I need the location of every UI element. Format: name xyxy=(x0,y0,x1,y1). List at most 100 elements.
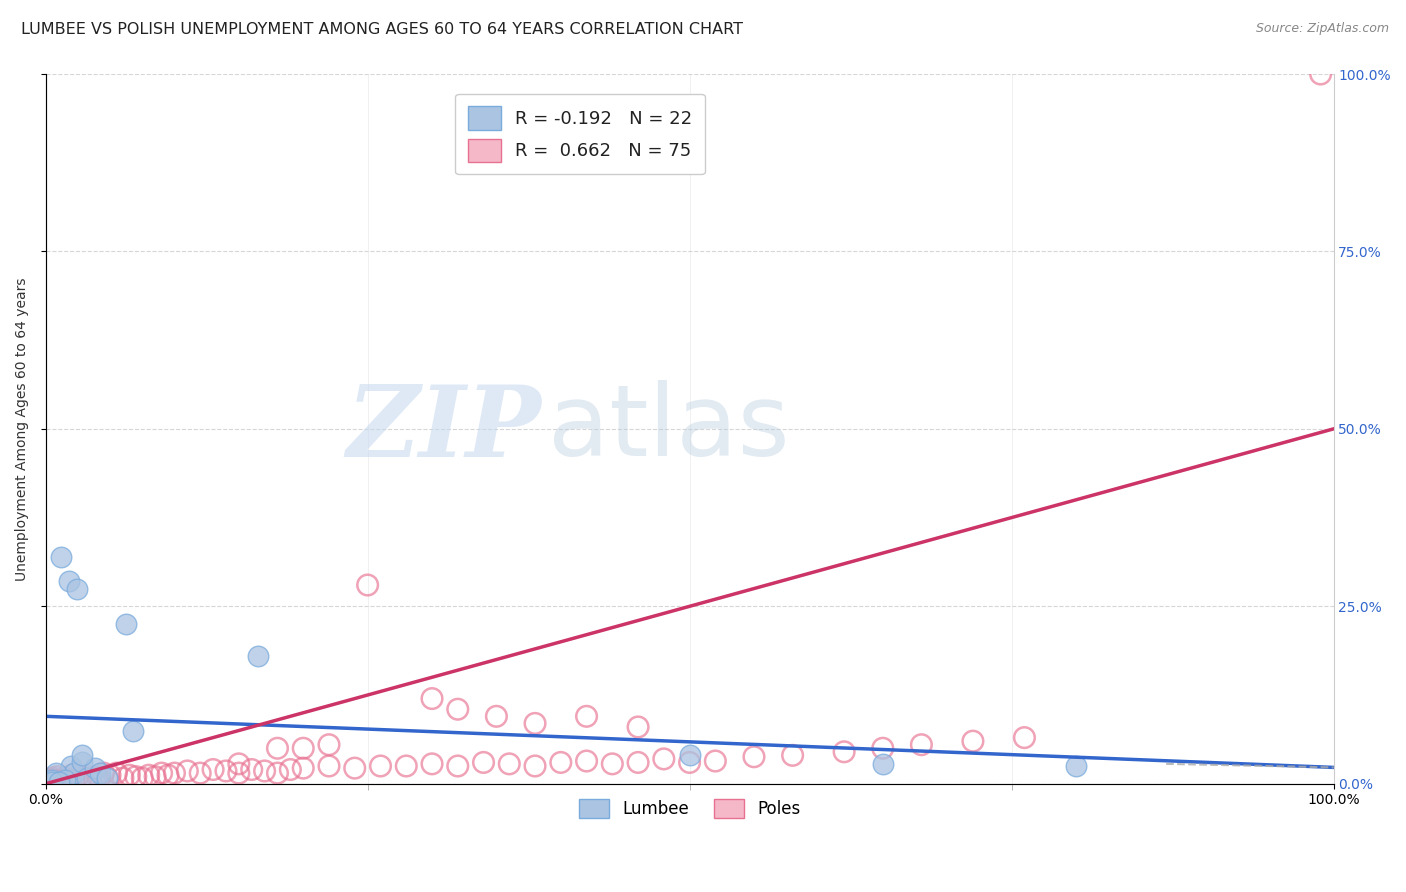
Point xyxy=(66,770,89,784)
Point xyxy=(228,766,250,780)
Point xyxy=(575,754,598,768)
Point xyxy=(215,764,238,778)
Point xyxy=(60,768,83,782)
Text: Source: ZipAtlas.com: Source: ZipAtlas.com xyxy=(1256,22,1389,36)
Point xyxy=(176,764,198,778)
Point xyxy=(76,770,98,784)
Point xyxy=(125,770,148,784)
Point xyxy=(80,771,103,785)
Point xyxy=(910,738,932,752)
Point xyxy=(524,759,547,773)
Point xyxy=(122,723,145,738)
Y-axis label: Unemployment Among Ages 60 to 64 years: Unemployment Among Ages 60 to 64 years xyxy=(15,277,30,581)
Point xyxy=(228,756,250,771)
Point xyxy=(782,748,804,763)
Point xyxy=(73,773,96,788)
Point xyxy=(93,766,115,780)
Point xyxy=(498,756,520,771)
Point xyxy=(49,773,72,788)
Point xyxy=(575,709,598,723)
Point xyxy=(356,578,378,592)
Point xyxy=(524,716,547,731)
Point xyxy=(872,741,894,756)
Point xyxy=(46,770,69,784)
Point xyxy=(143,770,166,784)
Point xyxy=(86,770,108,784)
Point xyxy=(280,763,302,777)
Point xyxy=(53,773,76,788)
Point xyxy=(678,748,700,763)
Point xyxy=(742,749,765,764)
Point xyxy=(652,752,675,766)
Point xyxy=(98,768,121,782)
Point xyxy=(678,756,700,770)
Point xyxy=(70,756,93,770)
Point xyxy=(292,741,315,756)
Point xyxy=(266,741,288,756)
Point xyxy=(114,617,136,632)
Point xyxy=(550,756,572,770)
Point xyxy=(70,748,93,763)
Text: ZIP: ZIP xyxy=(346,381,541,477)
Point xyxy=(63,773,86,788)
Point xyxy=(96,771,118,785)
Point xyxy=(156,768,179,782)
Point xyxy=(447,702,470,716)
Point xyxy=(65,582,87,596)
Point xyxy=(202,763,225,777)
Point xyxy=(627,720,650,734)
Point xyxy=(420,691,443,706)
Point xyxy=(343,761,366,775)
Point xyxy=(1014,731,1036,745)
Point xyxy=(395,759,418,773)
Point xyxy=(131,771,153,785)
Point xyxy=(240,763,263,777)
Point xyxy=(45,766,67,780)
Point xyxy=(38,773,60,788)
Point xyxy=(111,771,134,785)
Point xyxy=(41,774,63,789)
Point xyxy=(76,771,98,785)
Point xyxy=(53,771,76,785)
Point xyxy=(602,756,624,771)
Point xyxy=(49,549,72,564)
Point xyxy=(1064,759,1087,773)
Point xyxy=(188,766,211,780)
Point xyxy=(60,759,83,773)
Point xyxy=(318,759,340,773)
Point xyxy=(44,773,66,788)
Point xyxy=(48,774,70,789)
Point xyxy=(150,766,173,780)
Point xyxy=(83,773,105,788)
Point xyxy=(58,574,80,589)
Point xyxy=(89,766,111,780)
Point xyxy=(318,738,340,752)
Point xyxy=(292,761,315,775)
Point xyxy=(832,745,855,759)
Point xyxy=(704,754,727,768)
Point xyxy=(58,773,80,788)
Point xyxy=(163,766,186,780)
Point xyxy=(138,768,160,782)
Text: LUMBEE VS POLISH UNEMPLOYMENT AMONG AGES 60 TO 64 YEARS CORRELATION CHART: LUMBEE VS POLISH UNEMPLOYMENT AMONG AGES… xyxy=(21,22,744,37)
Point xyxy=(41,771,63,785)
Point xyxy=(63,766,86,780)
Point xyxy=(83,761,105,775)
Point xyxy=(485,709,508,723)
Point xyxy=(370,759,392,773)
Point xyxy=(253,764,276,778)
Point xyxy=(41,773,63,788)
Point xyxy=(105,766,128,780)
Point xyxy=(89,771,111,785)
Point xyxy=(96,771,118,785)
Point xyxy=(420,756,443,771)
Point xyxy=(70,771,93,785)
Point xyxy=(266,766,288,780)
Point xyxy=(118,768,141,782)
Point xyxy=(627,756,650,770)
Point xyxy=(447,759,470,773)
Point xyxy=(962,734,984,748)
Point xyxy=(247,648,270,663)
Point xyxy=(472,756,495,770)
Point xyxy=(872,756,894,771)
